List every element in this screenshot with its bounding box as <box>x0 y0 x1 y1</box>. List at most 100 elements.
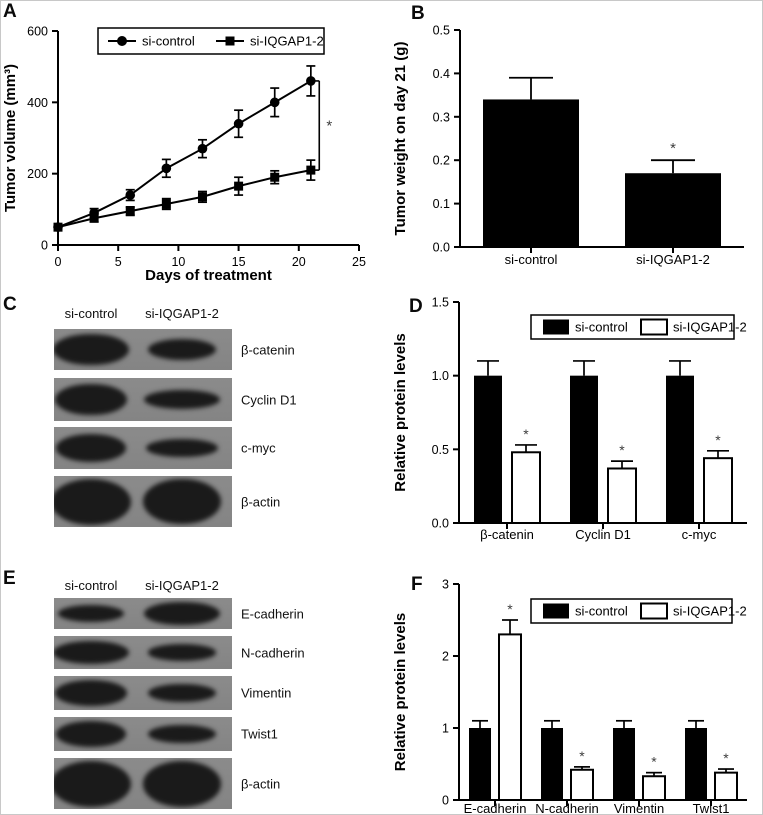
blot-band-lane2 <box>144 390 220 409</box>
blot-column-header: si-control <box>64 306 118 321</box>
legend-marker-square <box>225 36 235 46</box>
panel-a-label: A <box>3 1 17 22</box>
y-tick-label: 400 <box>27 96 48 110</box>
category-label: Vimentin <box>614 801 664 815</box>
y-axis-title: Relative protein levels <box>392 333 409 491</box>
blot-band-lane2 <box>145 438 219 458</box>
data-point-square <box>270 172 280 182</box>
panel-f: F 0 1 2 3 Relative protein levels * E-cadherin… <box>391 556 762 815</box>
blot-row-label: Vimentin <box>241 685 292 701</box>
blot-row-label: c-myc <box>241 440 276 456</box>
blot-row-label: β-catenin <box>241 342 295 357</box>
significance-asterisk: * <box>670 140 676 157</box>
significance-asterisk: * <box>619 442 625 458</box>
x-tick-label: 0 <box>55 255 62 269</box>
panel-c: C si-control si-IQGAP1-2 β-catenin Cyclin D… <box>1 286 391 556</box>
blot-strip-β-catenin <box>54 329 232 370</box>
blot-strip-N-cadherin <box>54 636 232 669</box>
series-line-si-control <box>57 80 312 229</box>
panel-e-western-blots: si-control si-IQGAP1-2 E-cadherin N-cadheri… <box>1 556 391 814</box>
y-tick-label: 0.0 <box>432 517 449 531</box>
y-tick-label: 0.1 <box>433 197 450 211</box>
significance-asterisk: * <box>326 118 332 135</box>
series-line-si-IQGAP1-2 <box>57 169 312 229</box>
y-tick-label: 0.5 <box>432 443 449 457</box>
legend-swatch <box>640 602 668 620</box>
blot-band-lane1 <box>58 605 124 622</box>
x-tick-label: 10 <box>171 255 185 269</box>
y-tick-label: 0 <box>442 794 449 808</box>
panel-d: D 0.0 0.5 1.0 1.5 Relative protein levels * β-… <box>391 286 762 556</box>
blot-band-lane1 <box>54 333 129 366</box>
category-label: N-cadherin <box>535 801 599 815</box>
y-tick-label: 0.4 <box>433 67 450 81</box>
bar-si-IQGAP1-2 <box>642 775 666 802</box>
blot-band-lane1 <box>54 383 128 416</box>
panel-c-label: C <box>3 294 17 315</box>
bar-si-IQGAP1-2 <box>511 451 541 524</box>
legend-label: si-control <box>575 604 628 619</box>
category-label: β-catenin <box>480 527 534 542</box>
bar-si-control <box>483 99 579 247</box>
panel-c-western-blots: si-control si-IQGAP1-2 β-catenin Cyclin D1 c… <box>1 286 391 556</box>
panel-a-tumor-volume-line-chart: 0 200 400 600 Tumor volume (mm³) 0 5 10 15 20 25 Da… <box>2 25 366 285</box>
y-axis-title: Tumor weight on day 21 (g) <box>392 42 409 236</box>
y-tick-label: 3 <box>442 578 449 592</box>
blot-band-lane2 <box>143 478 221 525</box>
legend-swatch <box>543 603 569 619</box>
y-axis-title: Tumor volume (mm³) <box>2 64 19 212</box>
data-point-circle <box>125 190 136 200</box>
blot-band-lane2 <box>148 683 216 703</box>
blot-band-lane2 <box>142 760 222 807</box>
data-point-square <box>125 206 135 216</box>
data-point-circle <box>233 118 244 129</box>
panel-b-tumor-weight-bar-chart: 0.0 0.1 0.2 0.3 0.4 0.5 Tumor weight on day 21… <box>392 24 744 267</box>
data-point-square <box>161 199 171 209</box>
bar-si-IQGAP1-2 <box>703 457 733 525</box>
blot-band-lane1 <box>55 434 127 462</box>
category-label: si-control <box>505 252 558 267</box>
blot-strip-c-myc <box>54 427 232 469</box>
legend-swatch <box>543 319 569 335</box>
data-point-circle <box>269 97 280 108</box>
data-point-square <box>197 192 207 202</box>
bar-si-IQGAP1-2 <box>625 173 721 247</box>
legend-label: si-IQGAP1-2 <box>673 320 747 335</box>
legend-label: si-control <box>575 320 628 335</box>
panel-b: B 0.0 0.1 0.2 0.3 0.4 0.5 Tumor weight on day … <box>391 1 762 286</box>
legend-label: si-IQGAP1-2 <box>673 604 747 619</box>
bar-si-control <box>685 728 707 800</box>
panel-f-label: F <box>411 574 423 595</box>
blot-row-label: β-actin <box>241 776 281 791</box>
blot-band-lane1 <box>54 760 132 807</box>
data-point-circle <box>306 76 316 86</box>
y-tick-label: 1.5 <box>432 296 449 310</box>
blot-column-header: si-control <box>64 578 118 593</box>
blot-row-label: β-actin <box>241 494 281 509</box>
data-point-square <box>89 213 99 223</box>
legend-marker-circle <box>117 36 127 46</box>
category-label: Cyclin D1 <box>575 527 631 542</box>
bar-si-control <box>613 728 635 800</box>
y-tick-label: 0.0 <box>433 241 450 255</box>
y-tick-label: 0.2 <box>433 154 450 168</box>
blot-strip-β-actin <box>54 758 232 809</box>
panel-e: E si-control si-IQGAP1-2 E-cadherin N-cadhe… <box>1 556 391 814</box>
bar-si-IQGAP1-2 <box>570 768 594 801</box>
bar-si-control <box>666 375 694 523</box>
blot-row-label: Cyclin D1 <box>241 392 297 407</box>
y-tick-label: 200 <box>27 167 48 181</box>
data-point-square <box>234 181 244 191</box>
legend-label: si-control <box>142 34 195 49</box>
x-axis-title: Days of treatment <box>145 267 272 284</box>
bar-si-control <box>469 728 491 800</box>
blot-strip-Twist1 <box>54 717 232 751</box>
category-label: c-myc <box>682 527 717 542</box>
blot-column-header: si-IQGAP1-2 <box>145 306 219 321</box>
blot-column-header: si-IQGAP1-2 <box>145 578 219 593</box>
data-point-square <box>53 222 63 232</box>
blot-strip-Cyclin D1 <box>54 378 232 421</box>
x-tick-label: 5 <box>115 255 122 269</box>
category-label: Twist1 <box>693 801 730 815</box>
data-point-circle <box>197 143 208 154</box>
